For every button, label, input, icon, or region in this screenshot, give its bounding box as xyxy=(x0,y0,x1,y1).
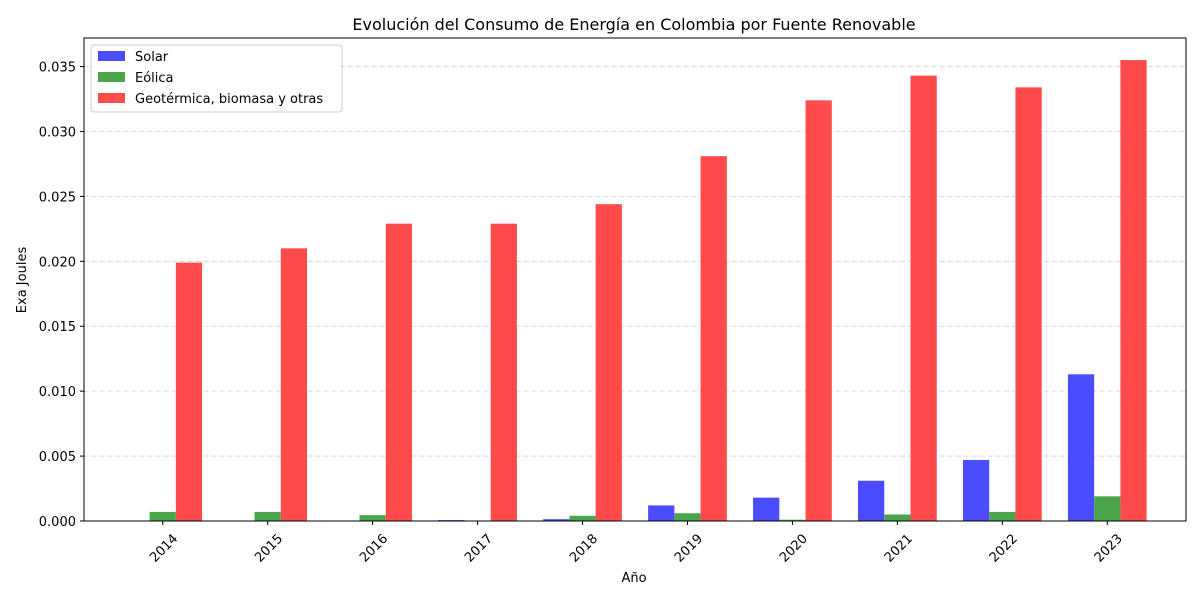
bar-geot-rmica-biomasa-y-otras-2019 xyxy=(701,156,727,521)
legend-label: Geotérmica, biomasa y otras xyxy=(135,92,323,107)
y-tick-label: 0.000 xyxy=(39,515,76,530)
bar-e-lica-2019 xyxy=(674,513,700,521)
legend-label: Eólica xyxy=(135,71,174,86)
y-axis-label: Exa Joules xyxy=(15,247,30,314)
bar-geot-rmica-biomasa-y-otras-2015 xyxy=(281,248,307,521)
bar-geot-rmica-biomasa-y-otras-2017 xyxy=(491,224,517,521)
bar-geot-rmica-biomasa-y-otras-2020 xyxy=(806,100,832,521)
y-tick-label: 0.010 xyxy=(39,385,76,400)
legend-label: Solar xyxy=(135,50,169,65)
bar-solar-2023 xyxy=(1068,374,1094,521)
legend-swatch xyxy=(98,51,125,61)
legend-swatch xyxy=(98,72,125,82)
bar-geot-rmica-biomasa-y-otras-2022 xyxy=(1015,87,1041,521)
x-axis-label: Año xyxy=(621,571,646,586)
bar-e-lica-2023 xyxy=(1094,496,1120,521)
y-tick-label: 0.035 xyxy=(39,61,76,76)
y-tick-label: 0.015 xyxy=(39,320,76,335)
bar-geot-rmica-biomasa-y-otras-2018 xyxy=(596,204,622,521)
bar-solar-2020 xyxy=(753,498,779,521)
bar-e-lica-2016 xyxy=(360,515,386,521)
chart-title: Evolución del Consumo de Energía en Colo… xyxy=(352,15,915,34)
bar-e-lica-2015 xyxy=(255,512,281,521)
legend-swatch xyxy=(98,93,125,103)
bar-solar-2022 xyxy=(963,460,989,521)
bar-e-lica-2022 xyxy=(989,512,1015,521)
bar-e-lica-2014 xyxy=(150,512,176,521)
y-tick-label: 0.025 xyxy=(39,190,76,205)
legend: Solar Eólica Geotérmica, biomasa y otras xyxy=(91,45,342,112)
y-tick-label: 0.020 xyxy=(39,255,76,270)
bar-e-lica-2018 xyxy=(569,516,595,521)
bar-e-lica-2021 xyxy=(884,515,910,521)
bar-geot-rmica-biomasa-y-otras-2023 xyxy=(1120,60,1146,521)
bar-solar-2021 xyxy=(858,481,884,521)
y-tick-label: 0.005 xyxy=(39,450,76,465)
bar-solar-2019 xyxy=(648,505,674,521)
y-tick-label: 0.030 xyxy=(39,125,76,140)
bar-geot-rmica-biomasa-y-otras-2014 xyxy=(176,263,202,521)
bar-geot-rmica-biomasa-y-otras-2021 xyxy=(911,76,937,521)
bar-geot-rmica-biomasa-y-otras-2016 xyxy=(386,224,412,521)
